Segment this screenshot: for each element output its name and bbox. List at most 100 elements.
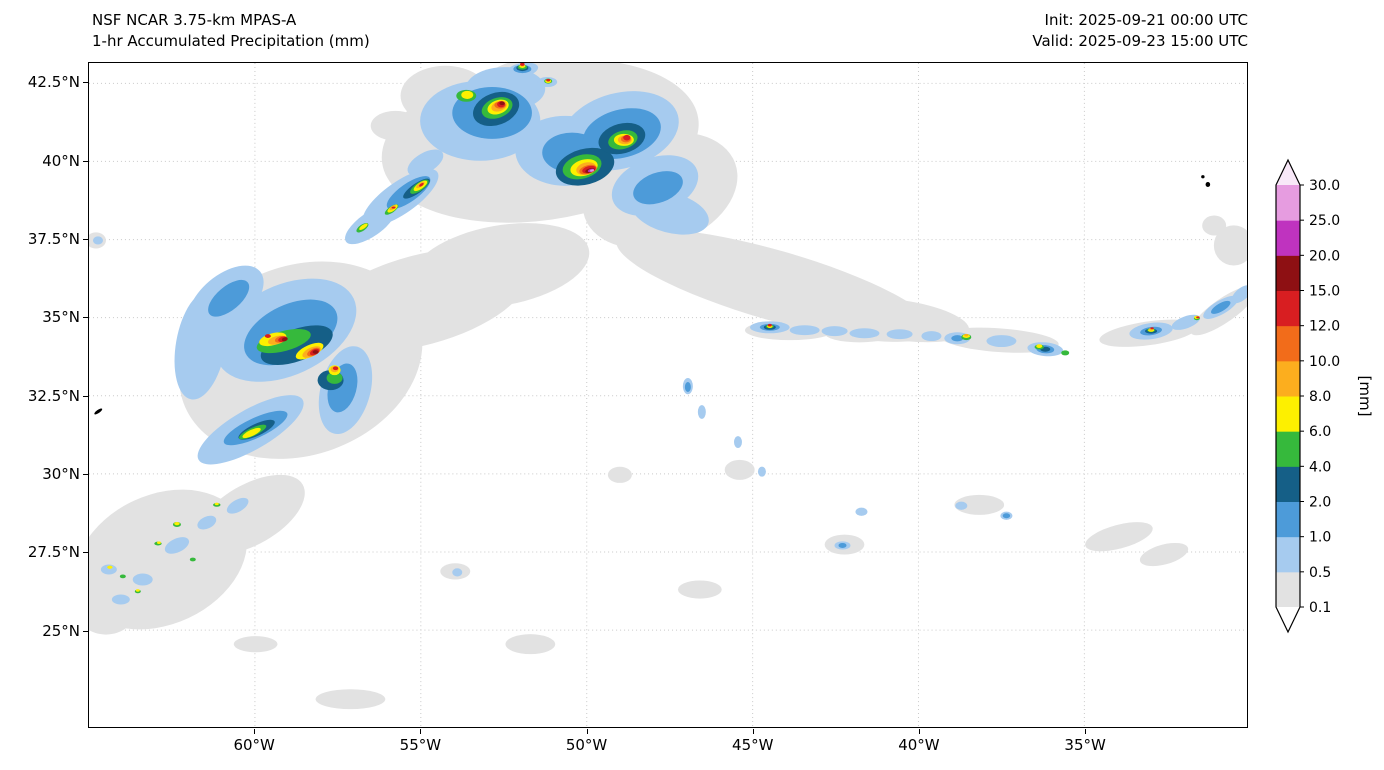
precip-cell [697, 405, 706, 419]
precip-cell [546, 78, 551, 82]
colorbar-over-arrow [1276, 160, 1300, 185]
precip-cell [174, 522, 180, 526]
y-tick-mark [83, 160, 88, 162]
precip-cell [100, 564, 117, 575]
precip-cell [789, 325, 820, 336]
colorbar-segment [1276, 536, 1300, 573]
precip-cell [370, 110, 421, 141]
precip-cell [986, 335, 1017, 348]
precip-cell [677, 580, 722, 599]
colorbar-segment [1276, 255, 1300, 291]
precip-cell [954, 494, 1005, 515]
precip-cell [452, 568, 463, 577]
precip-cell [119, 574, 126, 579]
y-tick-mark [83, 239, 88, 241]
precip-cell [312, 350, 319, 354]
precip-cell [264, 334, 271, 338]
plot-title-block: NSF NCAR 3.75-km MPAS-A 1-hr Accumulated… [92, 10, 370, 52]
colorbar-segment [1276, 220, 1300, 256]
model-title: NSF NCAR 3.75-km MPAS-A [92, 11, 297, 29]
precip-cell [1085, 522, 1153, 552]
precip-cell [951, 335, 964, 342]
y-tick-label: 30°N [42, 465, 80, 484]
precip-cell [855, 507, 868, 516]
colorbar-tick-label: 12.0 [1309, 319, 1340, 335]
precip-cell [197, 515, 217, 530]
colorbar-segment [1276, 571, 1300, 608]
map-plot [88, 62, 1248, 728]
precip-cell [1139, 542, 1189, 567]
colorbar-segment [1276, 501, 1300, 538]
y-tick-label: 25°N [42, 621, 80, 640]
product-title: 1-hr Accumulated Precipitation (mm) [92, 32, 370, 50]
x-tick-label: 60°W [233, 736, 275, 754]
island-azores-corvo [1201, 175, 1205, 179]
y-tick-label: 35°N [42, 308, 80, 327]
precip-cell [315, 689, 386, 710]
time-info-block: Init: 2025-09-21 00:00 UTC Valid: 2025-0… [1032, 10, 1248, 52]
precip-cell [326, 371, 343, 384]
y-tick-mark [83, 317, 88, 319]
colorbar-segment [1276, 396, 1300, 432]
precip-cell [1002, 513, 1011, 519]
precip-cell [132, 573, 153, 586]
precip-cell [767, 323, 772, 327]
colorbar: 0.1 0.5 1.0 2.0 4.0 6.0 8.0 10.0 12.0 15.0 20.0 25.… [1275, 158, 1374, 634]
precip-cell [849, 328, 880, 339]
y-tick-mark [83, 82, 88, 84]
colorbar-tick-label: 25.0 [1309, 213, 1340, 229]
precip-cell [838, 542, 847, 548]
colorbar-tick-label: 0.5 [1309, 565, 1331, 581]
y-tick-label: 42.5°N [27, 73, 80, 92]
precip-cell [757, 466, 766, 477]
precip-cell [623, 134, 631, 141]
precip-cell [208, 279, 250, 317]
colorbar-segment [1276, 360, 1300, 397]
precip-cell [226, 497, 249, 514]
colorbar-tick-label: 2.0 [1309, 495, 1331, 511]
precip-cell [174, 290, 228, 400]
precip-cell [520, 63, 525, 66]
x-tick-mark [1085, 729, 1087, 734]
precip-cell [505, 634, 556, 655]
precip-cell [1213, 225, 1247, 266]
precip-cell [499, 101, 505, 106]
precip-cell [242, 427, 261, 439]
init-time: Init: 2025-09-21 00:00 UTC [1044, 11, 1248, 29]
island-bermuda [94, 408, 103, 415]
precip-cell [107, 565, 113, 569]
precip-cell [1196, 316, 1200, 319]
precip-cell [111, 594, 130, 605]
precip-cell [607, 466, 632, 483]
colorbar-tick-label: 4.0 [1309, 459, 1331, 475]
precip-cell [964, 333, 969, 337]
colorbar-segment [1276, 431, 1300, 467]
precip-cell [921, 331, 942, 342]
precip-cell [616, 228, 934, 342]
precip-cell [1211, 300, 1231, 314]
valid-time: Valid: 2025-09-23 15:00 UTC [1032, 32, 1248, 50]
colorbar-segment [1276, 185, 1300, 221]
colorbar-units-label: [mm] [1356, 376, 1374, 417]
precip-cell [233, 636, 278, 653]
precip-cell [281, 337, 288, 342]
colorbar-tick-label: 15.0 [1309, 284, 1340, 300]
y-tick-label: 32.5°N [27, 386, 80, 405]
y-tick-label: 27.5°N [27, 543, 80, 562]
precip-cell [1150, 327, 1154, 330]
colorbar-tick-label: 8.0 [1309, 389, 1331, 405]
precip-cell [724, 459, 755, 480]
precip-cell [955, 501, 968, 510]
precip-cell [461, 90, 474, 99]
colorbar-under-arrow [1276, 607, 1300, 632]
precip-cell [886, 329, 913, 340]
precip-cell [821, 326, 848, 337]
precip-cell [359, 223, 368, 230]
precip-cell [156, 541, 161, 544]
colorbar-tick-label: 10.0 [1309, 354, 1340, 370]
x-tick-mark [420, 729, 422, 734]
precip-cell [135, 589, 140, 592]
x-tick-label: 45°W [732, 736, 774, 754]
island-azores-flores [1205, 182, 1211, 188]
